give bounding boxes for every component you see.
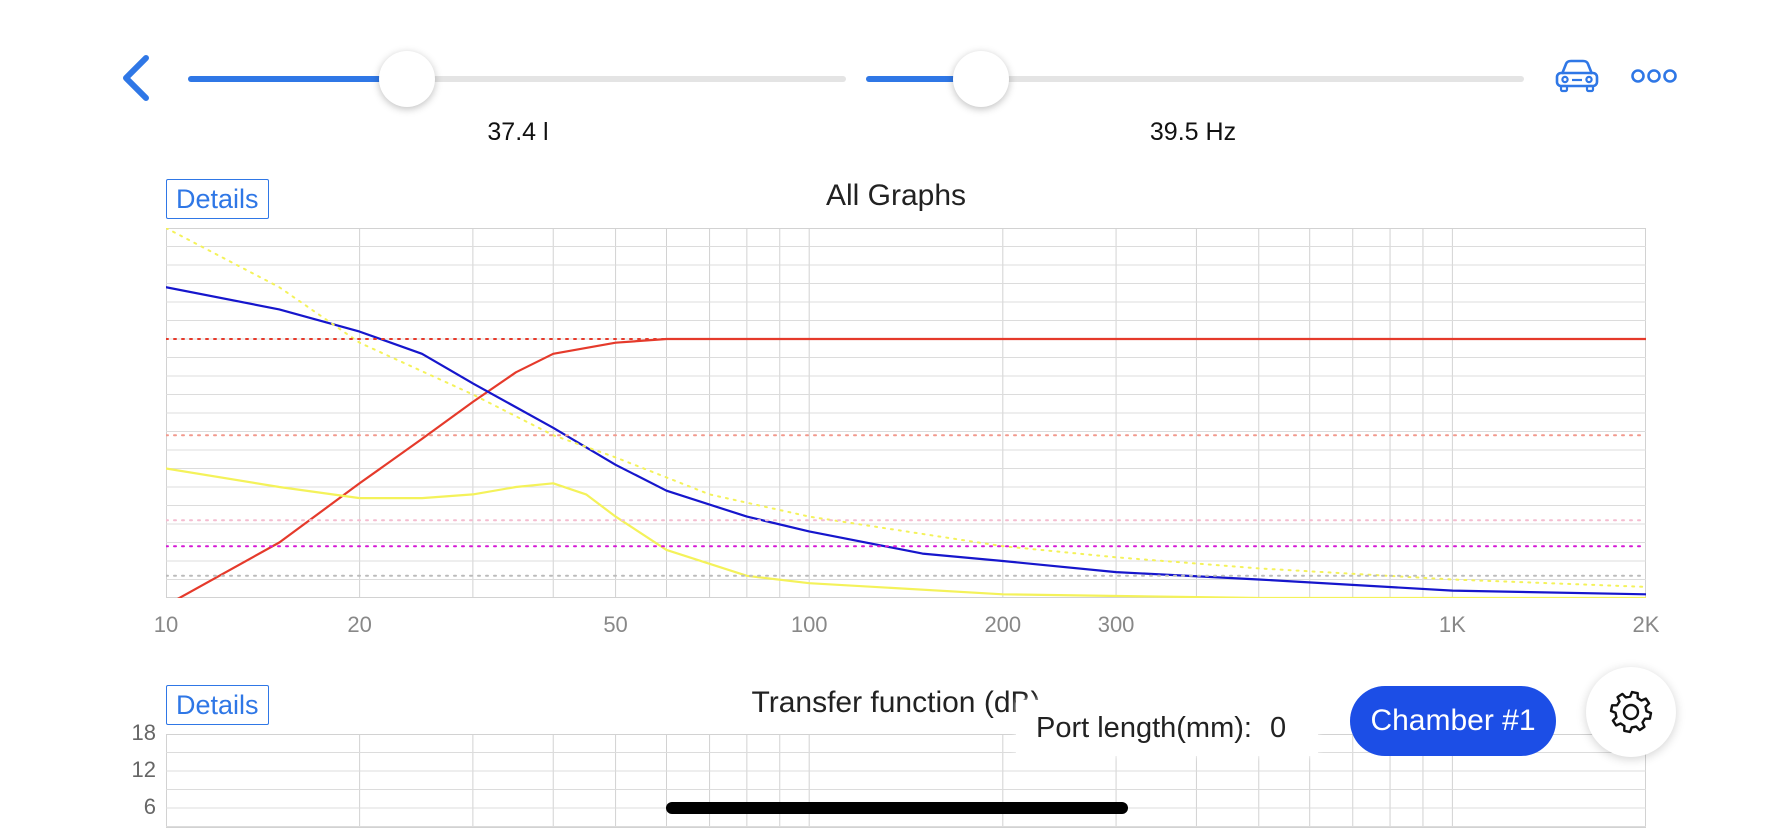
- chamber-button[interactable]: Chamber #1: [1350, 686, 1556, 756]
- chevron-left-icon: [123, 55, 149, 101]
- series-line-2: [166, 467, 1646, 598]
- x-tick-label: 200: [984, 612, 1022, 637]
- details-button-all-graphs[interactable]: Details: [166, 179, 269, 219]
- volume-slider[interactable]: [188, 51, 846, 107]
- car-button[interactable]: [1554, 58, 1600, 94]
- chart-grid: [166, 228, 1646, 598]
- more-button[interactable]: [1630, 66, 1678, 86]
- series-line-1: [166, 286, 1646, 596]
- volume-value: 37.4 l: [487, 118, 549, 146]
- frequency-slider[interactable]: [866, 51, 1524, 107]
- volume-slider-thumb[interactable]: [379, 51, 436, 107]
- port-length-readout: Port length(mm): 0: [1016, 700, 1318, 756]
- x-tick-label: 1K: [1438, 612, 1466, 637]
- x-tick-label: 100: [790, 612, 828, 637]
- frequency-slider-thumb[interactable]: [953, 51, 1010, 107]
- details-button-transfer-function[interactable]: Details: [166, 685, 269, 725]
- x-tick-label: 300: [1097, 612, 1135, 637]
- frequency-slider-fill: [866, 76, 982, 82]
- transfer-function-title: Transfer function (dB): [751, 686, 1041, 719]
- settings-button[interactable]: [1586, 667, 1676, 757]
- y-tick-label: 6: [143, 794, 156, 819]
- series-line-3: [166, 228, 1646, 588]
- volume-slider-track: [188, 76, 846, 82]
- home-indicator: [666, 802, 1128, 814]
- x-tick-label: 50: [603, 612, 628, 637]
- port-length-value: 0: [1270, 712, 1287, 744]
- y-axis-ticks: 18 12 6: [112, 720, 162, 828]
- x-axis-ticks: 10 20 50 100 200 300 1K 2K: [0, 612, 1792, 642]
- back-button[interactable]: [116, 52, 156, 104]
- frequency-slider-track: [866, 76, 1524, 82]
- x-tick-label: 20: [347, 612, 372, 637]
- car-icon: [1555, 59, 1599, 93]
- x-tick-label: 10: [153, 612, 179, 637]
- all-graphs-chart: [166, 228, 1646, 598]
- chart-series: [166, 228, 1646, 598]
- y-tick-label: 12: [131, 757, 156, 782]
- gear-icon: [1609, 690, 1653, 734]
- more-dots-icon: [1631, 69, 1677, 83]
- frequency-value: 39.5 Hz: [1149, 118, 1237, 146]
- port-length-label: Port length(mm):: [1036, 712, 1252, 744]
- all-graphs-title: All Graphs: [825, 179, 967, 212]
- volume-slider-fill: [188, 76, 408, 82]
- x-tick-label: 2K: [1632, 612, 1660, 637]
- y-tick-label: 18: [131, 720, 156, 745]
